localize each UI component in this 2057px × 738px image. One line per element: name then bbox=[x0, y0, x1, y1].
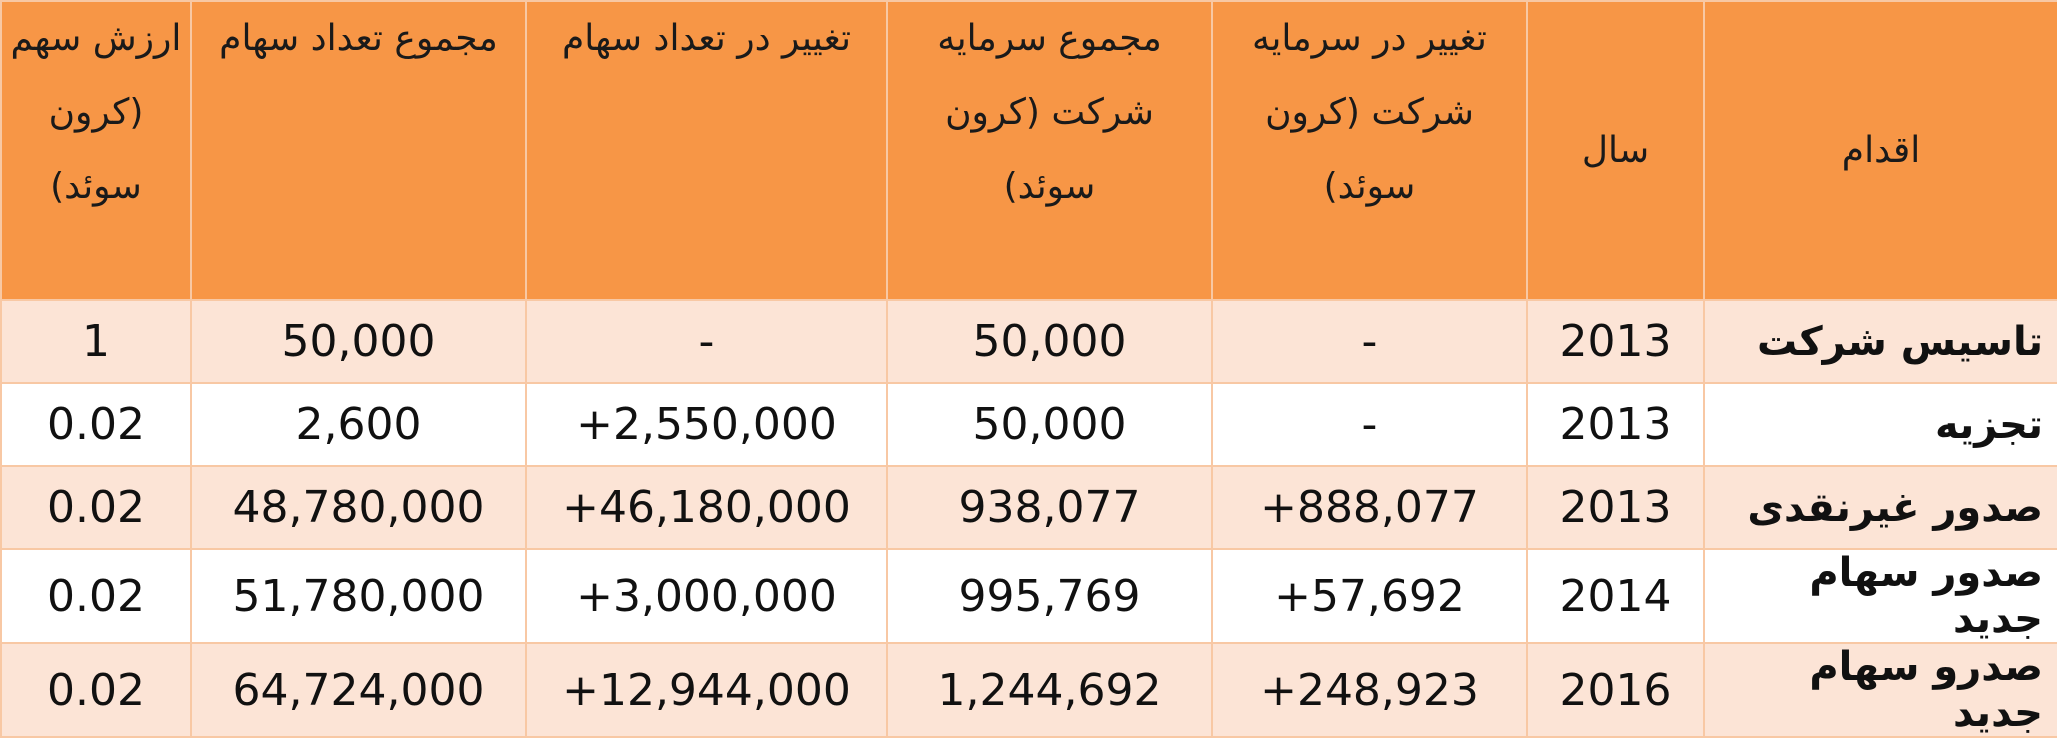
action-cell: صدرو سهام جدید bbox=[1703, 642, 2057, 738]
value-cell: 2,600 bbox=[190, 382, 527, 467]
action-cell: تجزیه bbox=[1703, 382, 2057, 467]
value-cell: - bbox=[1211, 382, 1528, 467]
table-row: صدور سهام جدید 2014 +57,692 995,769 +3,000,0… bbox=[0, 548, 2057, 644]
value-cell: 0.02 bbox=[0, 642, 192, 738]
value-cell: 48,780,000 bbox=[190, 465, 527, 550]
value-cell: +3,000,000 bbox=[525, 548, 888, 644]
column-header: مجموع تعداد سهام bbox=[190, 0, 527, 301]
value-cell: +2,550,000 bbox=[525, 382, 888, 467]
value-cell: - bbox=[525, 299, 888, 384]
column-header: ارزش سهم (کرون سوئد) bbox=[0, 0, 192, 301]
value-cell: 2016 bbox=[1526, 642, 1705, 738]
value-cell: +46,180,000 bbox=[525, 465, 888, 550]
value-cell: 64,724,000 bbox=[190, 642, 527, 738]
value-cell: 995,769 bbox=[886, 548, 1213, 644]
table-row: صدرو سهام جدید 2016 +248,923 1,244,692 +12,9… bbox=[0, 642, 2057, 738]
column-header: تغییر در سرمایه شرکت (کرون سوئد) bbox=[1211, 0, 1528, 301]
action-cell: صدور سهام جدید bbox=[1703, 548, 2057, 644]
column-header: سال bbox=[1526, 0, 1705, 301]
value-cell: 51,780,000 bbox=[190, 548, 527, 644]
action-cell: صدور غیرنقدی bbox=[1703, 465, 2057, 550]
column-header: مجموع سرمایه شرکت (کرون سوئد) bbox=[886, 0, 1213, 301]
value-cell: 938,077 bbox=[886, 465, 1213, 550]
value-cell: 50,000 bbox=[886, 299, 1213, 384]
value-cell: 0.02 bbox=[0, 548, 192, 644]
table-row: صدور غیرنقدی 2013 +888,077 938,077 +46,180,0… bbox=[0, 465, 2057, 550]
column-header: تغییر در تعداد سهام bbox=[525, 0, 888, 301]
action-cell: تاسیس شرکت bbox=[1703, 299, 2057, 384]
value-cell: +57,692 bbox=[1211, 548, 1528, 644]
table-row: تاسیس شرکت 2013-50,000-50,000 1 bbox=[0, 299, 2057, 384]
value-cell: 1 bbox=[0, 299, 192, 384]
value-cell: 2013 bbox=[1526, 465, 1705, 550]
value-cell: 50,000 bbox=[886, 382, 1213, 467]
value-cell: 0.02 bbox=[0, 465, 192, 550]
table-row: تجزیه 2013-50,000 +2,550,000 2,600 0.02 bbox=[0, 382, 2057, 467]
value-cell: 1,244,692 bbox=[886, 642, 1213, 738]
value-cell: 2013 bbox=[1526, 299, 1705, 384]
value-cell: +248,923 bbox=[1211, 642, 1528, 738]
value-cell: +888,077 bbox=[1211, 465, 1528, 550]
header-row: اقدام سال تغییر در سرمایه شرکت (کرون سوئد)… bbox=[0, 0, 2057, 301]
value-cell: 0.02 bbox=[0, 382, 192, 467]
value-cell: - bbox=[1211, 299, 1528, 384]
table-body: تاسیس شرکت 2013-50,000-50,000 1 تجزیه 2013-5… bbox=[0, 299, 2057, 738]
value-cell: 2014 bbox=[1526, 548, 1705, 644]
value-cell: 2013 bbox=[1526, 382, 1705, 467]
column-header: اقدام bbox=[1703, 0, 2057, 301]
value-cell: 50,000 bbox=[190, 299, 527, 384]
value-cell: +12,944,000 bbox=[525, 642, 888, 738]
